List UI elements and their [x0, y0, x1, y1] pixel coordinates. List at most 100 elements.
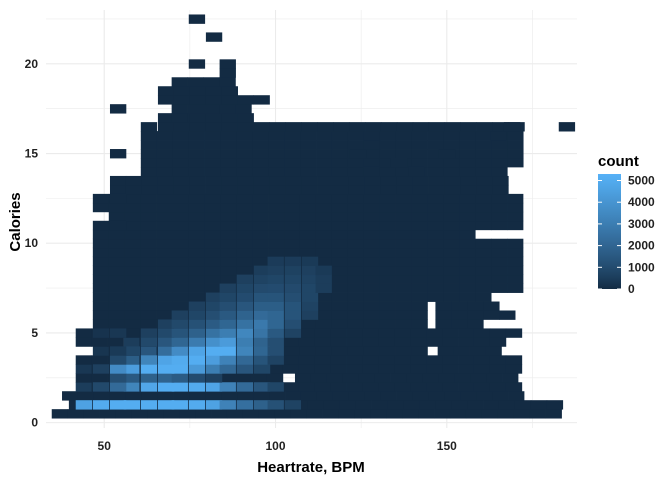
legend-title: count [598, 153, 639, 170]
heatmap-cell [204, 265, 221, 276]
heatmap-cell [315, 202, 333, 213]
heatmap-cell [124, 202, 142, 213]
heatmap-cell [123, 382, 141, 392]
heatmap-cell [172, 158, 189, 168]
heatmap-cell [315, 220, 333, 231]
heatmap-cell [395, 131, 413, 141]
heatmap-cell [156, 292, 173, 302]
heatmap-cell [379, 158, 397, 168]
heatmap-cell [173, 184, 191, 195]
heatmap-cell [378, 337, 395, 347]
heatmap-cell [124, 319, 142, 329]
heatmap-cell [205, 86, 223, 96]
heatmap-cell [394, 355, 411, 365]
heatmap-cell [237, 175, 254, 186]
heatmap-cell [442, 337, 459, 347]
heatmap-cell [253, 292, 271, 302]
heatmap-cell [396, 391, 413, 401]
heatmap-cell [204, 140, 221, 150]
heatmap-cell [347, 256, 365, 267]
heatmap-cell [282, 355, 300, 365]
heatmap-cell [331, 229, 349, 240]
heatmap-cell [503, 122, 521, 132]
legend-colorbar [598, 174, 621, 289]
heatmap-cell [342, 373, 360, 383]
heatmap-cell [394, 382, 411, 392]
heatmap-cell [491, 149, 508, 159]
heatmap-cell [363, 202, 380, 213]
heatmap-cell [140, 382, 158, 392]
heatmap-cell [467, 310, 484, 320]
heatmap-cell [156, 301, 173, 311]
heatmap-cell [402, 409, 419, 419]
heatmap-cell [188, 202, 205, 213]
heatmap-cell [491, 202, 508, 213]
heatmap-cell [379, 193, 396, 204]
heatmap-cell [253, 355, 271, 365]
heatmap-cell [91, 337, 108, 347]
heatmap-cell [188, 14, 206, 24]
heatmap-cell [157, 184, 175, 195]
heatmap-cell [410, 364, 427, 374]
heatmap-cell [172, 193, 189, 204]
heatmap-cell [460, 391, 477, 401]
heatmap-cell [157, 337, 175, 347]
heatmap-cell [267, 328, 284, 338]
heatmap-cell [220, 149, 237, 159]
heatmap-cell [172, 149, 189, 159]
heatmap-cell [490, 131, 507, 141]
heatmap-cell [411, 140, 428, 150]
heatmap-cell [188, 158, 205, 168]
heatmap-cell [411, 292, 428, 302]
heatmap-cell [299, 346, 317, 356]
heatmap-cell [220, 166, 237, 177]
heatmap-cell [267, 301, 284, 311]
heatmap-cell [284, 229, 301, 240]
heatmap-cell [347, 310, 365, 320]
heatmap-cell [363, 292, 380, 302]
heatmap-cell [371, 400, 388, 410]
heatmap-cell [92, 382, 110, 392]
heatmap-cell [363, 131, 381, 141]
heatmap-cell [75, 355, 93, 365]
heatmap-cell [379, 346, 396, 356]
heatmap-cell [507, 158, 524, 168]
heatmap-cell [395, 229, 412, 240]
heatmap-cell [410, 328, 427, 338]
heatmap-cell [346, 364, 363, 374]
heatmap-cell [252, 166, 269, 177]
heatmap-cell [204, 193, 221, 204]
heatmap-cell [363, 220, 380, 231]
heatmap-cell [252, 149, 269, 159]
heatmap-cell [237, 391, 254, 401]
heatmap-cell [172, 238, 189, 249]
heatmap-cell [475, 220, 492, 231]
heatmap-cell [395, 319, 412, 329]
heatmap-cell [253, 274, 271, 284]
heatmap-cell [267, 256, 284, 267]
heatmap-cell [268, 247, 285, 258]
heatmap-cell [62, 391, 79, 401]
heatmap-cell [314, 337, 331, 347]
heatmap-cell [307, 400, 325, 410]
heatmap-cell [220, 193, 237, 204]
heatmap-cell [275, 400, 293, 410]
heatmap-cell [109, 184, 127, 195]
heatmap-cell [364, 391, 382, 401]
heatmap-cell [363, 310, 380, 320]
heatmap-cell [204, 158, 221, 168]
heatmap-cell [443, 283, 460, 293]
heatmap-cell [459, 166, 476, 177]
heatmap-cell [411, 149, 428, 159]
heatmap-cell [268, 220, 285, 231]
heatmap-cell [331, 193, 349, 204]
heatmap-cell [476, 184, 493, 195]
heatmap-cell [189, 113, 207, 123]
heatmap-cell [363, 166, 380, 177]
heatmap-cell [380, 175, 398, 186]
heatmap-cell [284, 283, 302, 293]
heatmap-cell [92, 319, 110, 329]
heatmap-cell [140, 400, 158, 410]
heatmap-cell [491, 274, 508, 284]
heatmap-cell [284, 202, 301, 213]
